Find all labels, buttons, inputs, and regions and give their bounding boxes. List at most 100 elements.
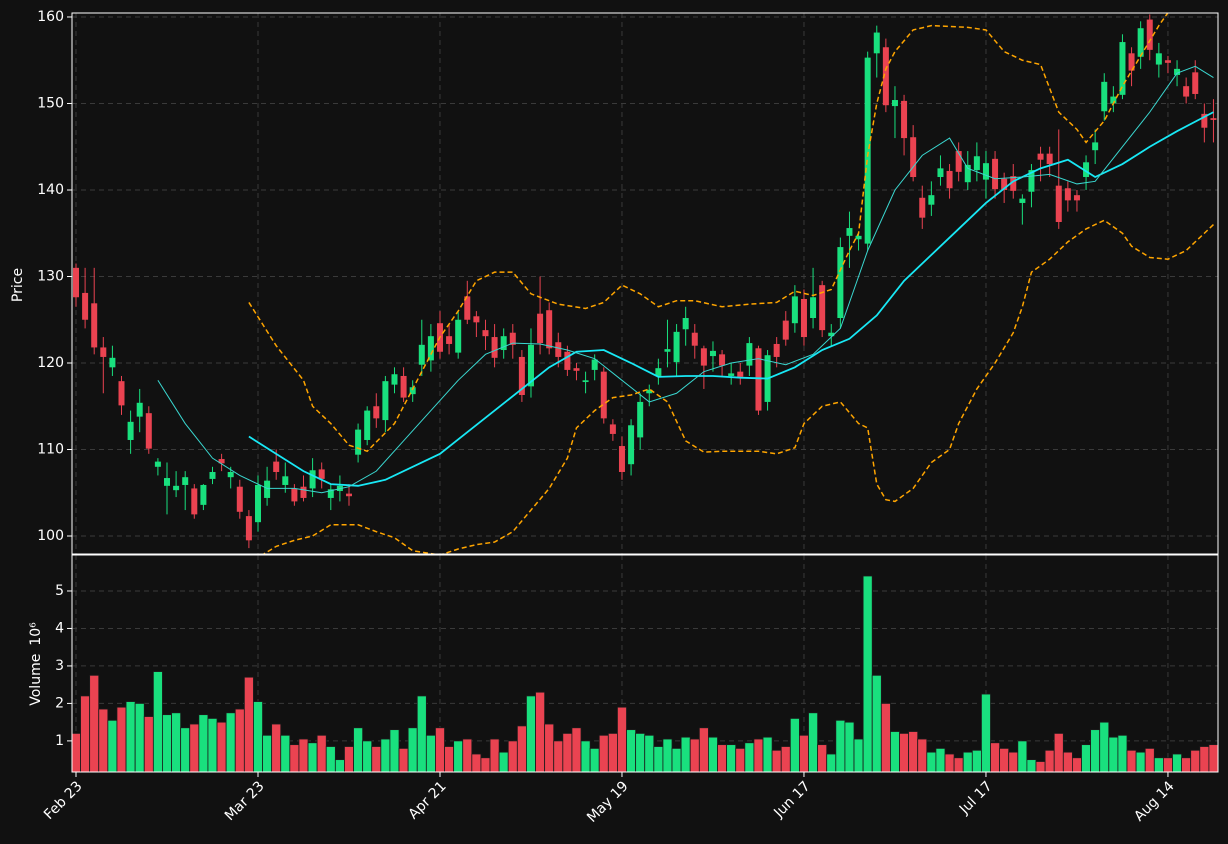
candle-body <box>73 267 80 298</box>
candle-body <box>928 195 935 205</box>
volume-bar <box>180 727 191 772</box>
candle-body <box>555 342 562 357</box>
volume-bar <box>571 727 582 772</box>
volume-bar <box>562 732 573 772</box>
volume-bar <box>1135 751 1146 772</box>
y-tick-label: 2 <box>55 695 64 711</box>
candle-body <box>282 476 289 485</box>
volume-bar <box>98 708 109 772</box>
y-tick-label: 140 <box>37 182 64 198</box>
volume-bar <box>334 759 345 772</box>
volume-bar <box>1017 740 1028 772</box>
indicator-line <box>157 65 1214 494</box>
candle-body <box>582 380 589 383</box>
volume-bar <box>198 714 209 772</box>
candle-body <box>1073 195 1080 201</box>
volume-bar <box>817 744 828 772</box>
volume-bar <box>689 738 700 772</box>
candle-body <box>309 470 316 489</box>
volume-bar <box>917 738 928 772</box>
candle-body <box>273 461 280 472</box>
candle-body <box>873 32 880 54</box>
volume-bar <box>1008 751 1019 772</box>
candle-body <box>709 350 716 357</box>
candle-body <box>609 424 616 434</box>
volume-bar <box>1199 746 1210 772</box>
volume-label: Volume <box>28 654 44 706</box>
volume-bar <box>1090 729 1101 772</box>
candle-body <box>628 425 635 465</box>
candle-body <box>1137 28 1144 57</box>
volume-bar <box>480 757 491 772</box>
volume-bar <box>1108 736 1119 772</box>
volume-bar <box>72 732 81 772</box>
candle-body <box>937 168 944 178</box>
candle-body <box>1210 118 1217 120</box>
candle-body <box>355 429 362 455</box>
volume-bar <box>234 708 245 772</box>
volume-bar <box>516 725 527 772</box>
candle-body <box>500 336 507 351</box>
candle-body <box>618 446 625 472</box>
volume-bar <box>853 738 864 772</box>
volume-bar <box>698 727 709 772</box>
candle-body <box>391 374 398 385</box>
volume-bar <box>981 693 991 772</box>
candle-body <box>673 331 680 363</box>
volume-frame <box>71 554 1219 773</box>
volume-bar <box>1081 744 1092 772</box>
candle-body <box>1183 86 1190 97</box>
candle-body <box>245 516 252 541</box>
candle-body <box>209 471 216 479</box>
candle-body <box>163 478 171 486</box>
candle-body <box>919 197 926 218</box>
candle-body <box>91 303 98 348</box>
y-tick-label: 3 <box>55 658 64 674</box>
volume-bar <box>416 695 427 772</box>
candle-body <box>855 235 862 240</box>
volume-bar <box>762 736 773 772</box>
volume-bar <box>462 738 473 772</box>
volume-bar <box>471 753 482 772</box>
volume-bar <box>344 746 354 772</box>
candle-body <box>1101 81 1108 112</box>
candle-body <box>300 486 307 498</box>
volume-bar <box>207 718 218 772</box>
candle-body <box>446 336 453 344</box>
volume-bar <box>307 742 318 772</box>
volume-bar <box>389 729 400 772</box>
candle-body <box>719 354 726 366</box>
volume-bar <box>826 753 837 772</box>
volume-bar <box>899 732 910 772</box>
candle-body <box>791 296 798 324</box>
volume-bar <box>926 751 937 772</box>
candle-body <box>491 337 498 358</box>
candle-body <box>227 471 234 478</box>
volume-bar <box>362 740 373 772</box>
candle-body <box>1083 162 1090 178</box>
volume-bar <box>271 723 282 772</box>
price-frame <box>71 12 1219 555</box>
indicator-line <box>262 219 1214 554</box>
price-layer <box>73 13 1217 554</box>
volume-bar <box>1208 744 1218 772</box>
volume-bar <box>1181 757 1192 772</box>
volume-bar <box>644 734 655 772</box>
volume-bar <box>671 747 682 772</box>
volume-bar <box>808 712 819 772</box>
candle-body <box>264 480 271 498</box>
y-tick-label: 110 <box>37 442 64 458</box>
candle-body <box>828 332 835 337</box>
candle-body <box>191 488 198 515</box>
volume-bar <box>162 714 172 772</box>
candle-body <box>891 100 898 107</box>
candle-body <box>200 484 207 505</box>
volume-bar <box>617 706 627 772</box>
volume-bar <box>944 753 955 772</box>
candle-body <box>837 247 844 319</box>
y-tick-label: 5 <box>55 583 64 599</box>
volume-bar <box>134 703 145 772</box>
candle-body <box>964 164 971 183</box>
candle-body <box>109 357 116 368</box>
candle-body <box>100 347 107 357</box>
